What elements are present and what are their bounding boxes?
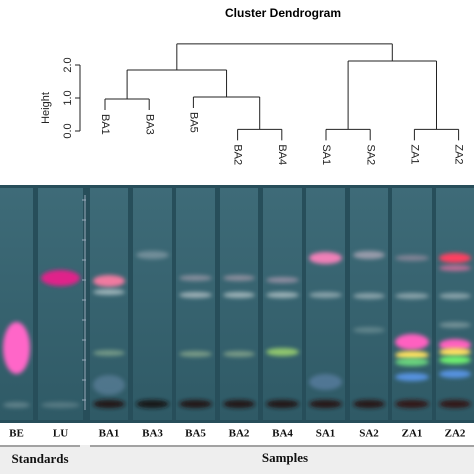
plate-band <box>179 292 212 298</box>
plate-band <box>395 373 429 381</box>
plate-band <box>179 400 212 408</box>
lane-label: ZA2 <box>445 428 466 440</box>
plate-lane <box>0 188 33 420</box>
plate-band <box>136 251 169 259</box>
plate-band <box>93 400 125 408</box>
plate-band <box>439 356 471 364</box>
plate-band <box>395 400 429 408</box>
plate-band <box>93 275 125 287</box>
plate-band <box>309 252 342 264</box>
leaf-label: BA2 <box>232 144 244 165</box>
plate-lane <box>392 188 432 420</box>
plate-band <box>266 277 299 283</box>
leaf-label: ZA1 <box>408 144 420 164</box>
y-tick-label: 1.0 <box>62 90 74 105</box>
leaf-label: SA2 <box>364 144 376 165</box>
plate-band <box>266 292 299 298</box>
plate-band <box>93 289 125 295</box>
leaf-label: BA1 <box>99 114 111 135</box>
plate-band <box>3 402 30 408</box>
lane-label: BA1 <box>99 428 120 440</box>
lane-label: BA3 <box>142 428 163 440</box>
plate-band <box>439 293 471 299</box>
plate-band <box>179 275 212 281</box>
plate-band <box>439 253 471 263</box>
plate-lane <box>38 188 83 420</box>
plate-band <box>93 375 125 395</box>
plate-band <box>353 251 385 259</box>
plate-band <box>395 334 429 350</box>
plate-band <box>353 327 385 333</box>
plate-band <box>179 351 212 357</box>
lane-label: SA2 <box>359 428 379 440</box>
leaf-label: BA4 <box>276 144 288 165</box>
plate-band <box>266 400 299 408</box>
plate-band <box>439 322 471 328</box>
group-label: Samples <box>262 450 308 465</box>
plate-band <box>309 400 342 408</box>
y-tick-label: 2.0 <box>62 57 74 72</box>
plate-band <box>439 265 471 271</box>
plate-band <box>309 292 342 298</box>
plate-band <box>353 293 385 299</box>
plate-lane <box>176 188 215 420</box>
lane-label: SA1 <box>316 428 336 440</box>
plate-lane <box>350 188 388 420</box>
plate-band <box>223 292 255 298</box>
leaf-label: SA1 <box>320 144 332 165</box>
plate-band <box>439 400 471 408</box>
plate-lane <box>133 188 172 420</box>
leaf-label: BA3 <box>143 114 155 135</box>
plate-band <box>223 400 255 408</box>
plate-band <box>93 350 125 356</box>
plate-band <box>439 370 471 378</box>
plate-band <box>439 339 471 351</box>
lane-label: ZA1 <box>402 428 423 440</box>
plate-band <box>3 322 30 374</box>
y-axis-label: Height <box>40 92 52 124</box>
plate-band <box>439 348 471 356</box>
plate-lane <box>263 188 302 420</box>
plate-band <box>395 351 429 359</box>
plate-band <box>395 255 429 261</box>
plate-band <box>136 400 169 408</box>
plate-band <box>395 358 429 366</box>
plate-band <box>395 293 429 299</box>
lane-label: BA2 <box>229 428 250 440</box>
lane-label: LU <box>53 428 68 440</box>
group-bar <box>0 445 474 474</box>
y-tick-label: 0.0 <box>62 123 74 138</box>
plate-band <box>41 402 80 408</box>
plate-band <box>266 348 299 356</box>
leaf-label: BA5 <box>187 112 199 133</box>
plate-band <box>223 351 255 357</box>
lane-label: BA4 <box>272 428 293 440</box>
plate-lane <box>436 188 474 420</box>
lane-label: BA5 <box>185 428 206 440</box>
group-label: Standards <box>11 451 68 466</box>
plate-band <box>353 400 385 408</box>
plate-lane <box>220 188 258 420</box>
lane-label: BE <box>9 428 24 440</box>
leaf-label: ZA2 <box>453 144 465 164</box>
plate-band <box>41 270 80 286</box>
chart-title: Cluster Dendrogram <box>225 6 341 20</box>
plate-band <box>309 374 342 390</box>
plate-band <box>223 275 255 281</box>
